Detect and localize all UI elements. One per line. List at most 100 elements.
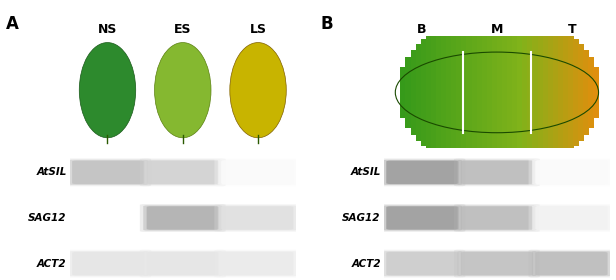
Bar: [410, 50, 416, 135]
Bar: [421, 39, 426, 146]
Bar: [588, 57, 594, 128]
Bar: [436, 28, 442, 157]
Bar: [451, 20, 456, 164]
FancyBboxPatch shape: [535, 206, 607, 230]
Bar: [548, 23, 553, 162]
FancyBboxPatch shape: [140, 204, 225, 232]
Bar: [553, 25, 558, 160]
Bar: [563, 31, 569, 154]
FancyBboxPatch shape: [529, 250, 614, 277]
FancyBboxPatch shape: [214, 250, 300, 277]
FancyBboxPatch shape: [532, 160, 611, 185]
Bar: [466, 15, 472, 169]
FancyBboxPatch shape: [72, 252, 144, 275]
FancyBboxPatch shape: [65, 250, 151, 277]
Bar: [431, 31, 436, 154]
FancyBboxPatch shape: [221, 252, 293, 275]
Bar: [405, 57, 411, 128]
Bar: [558, 28, 564, 157]
FancyBboxPatch shape: [140, 158, 225, 186]
Bar: [512, 13, 517, 172]
Text: T: T: [568, 23, 577, 36]
Text: ACT2: ACT2: [351, 259, 381, 269]
FancyBboxPatch shape: [461, 252, 533, 275]
FancyBboxPatch shape: [147, 252, 219, 275]
FancyBboxPatch shape: [454, 158, 540, 186]
FancyBboxPatch shape: [379, 250, 465, 277]
FancyBboxPatch shape: [532, 251, 611, 276]
FancyBboxPatch shape: [144, 251, 222, 276]
FancyBboxPatch shape: [458, 251, 537, 276]
Text: NS: NS: [98, 23, 117, 36]
Text: ACT2: ACT2: [37, 259, 67, 269]
Text: SAG12: SAG12: [342, 213, 381, 223]
FancyBboxPatch shape: [458, 160, 537, 185]
FancyBboxPatch shape: [147, 161, 219, 184]
Text: B: B: [417, 23, 426, 36]
FancyBboxPatch shape: [221, 206, 293, 230]
FancyBboxPatch shape: [461, 206, 533, 230]
FancyBboxPatch shape: [147, 206, 219, 230]
FancyBboxPatch shape: [379, 204, 465, 232]
FancyBboxPatch shape: [214, 158, 300, 186]
FancyBboxPatch shape: [386, 161, 458, 184]
FancyBboxPatch shape: [529, 158, 614, 186]
FancyBboxPatch shape: [218, 206, 297, 230]
FancyBboxPatch shape: [535, 252, 607, 275]
Bar: [507, 12, 513, 173]
Bar: [461, 17, 467, 168]
FancyBboxPatch shape: [72, 161, 144, 184]
FancyBboxPatch shape: [221, 161, 293, 184]
FancyBboxPatch shape: [69, 251, 148, 276]
Bar: [578, 44, 584, 141]
FancyBboxPatch shape: [529, 204, 614, 232]
FancyBboxPatch shape: [379, 158, 465, 186]
Bar: [538, 18, 543, 166]
FancyBboxPatch shape: [218, 251, 297, 276]
Ellipse shape: [155, 43, 211, 138]
FancyBboxPatch shape: [535, 161, 607, 184]
Bar: [446, 23, 452, 162]
Bar: [573, 39, 578, 146]
Text: AtSIL: AtSIL: [36, 167, 67, 177]
Text: LS: LS: [249, 23, 267, 36]
FancyBboxPatch shape: [458, 206, 537, 230]
Bar: [543, 20, 548, 164]
Bar: [482, 13, 487, 172]
FancyBboxPatch shape: [386, 206, 458, 230]
FancyBboxPatch shape: [144, 206, 222, 230]
Bar: [477, 13, 482, 171]
Bar: [497, 12, 503, 173]
Bar: [532, 17, 538, 168]
Text: SAG12: SAG12: [28, 213, 67, 223]
Bar: [492, 12, 497, 173]
FancyBboxPatch shape: [461, 161, 533, 184]
Bar: [517, 13, 523, 171]
Bar: [400, 67, 406, 118]
FancyBboxPatch shape: [454, 204, 540, 232]
Text: AtSIL: AtSIL: [351, 167, 381, 177]
Ellipse shape: [79, 43, 136, 138]
Bar: [502, 12, 508, 173]
Bar: [487, 12, 492, 173]
Bar: [471, 14, 477, 171]
FancyBboxPatch shape: [218, 160, 297, 185]
FancyBboxPatch shape: [383, 206, 462, 230]
Bar: [456, 18, 462, 166]
FancyBboxPatch shape: [532, 206, 611, 230]
Text: B: B: [320, 15, 333, 33]
Bar: [416, 44, 421, 141]
FancyBboxPatch shape: [144, 160, 222, 185]
FancyBboxPatch shape: [454, 250, 540, 277]
FancyBboxPatch shape: [386, 252, 458, 275]
FancyBboxPatch shape: [383, 160, 462, 185]
FancyBboxPatch shape: [383, 251, 462, 276]
FancyBboxPatch shape: [214, 204, 300, 232]
FancyBboxPatch shape: [65, 158, 151, 186]
Bar: [522, 14, 528, 171]
Bar: [441, 25, 447, 160]
Text: M: M: [491, 23, 503, 36]
Bar: [527, 15, 533, 169]
Ellipse shape: [230, 43, 286, 138]
Bar: [593, 67, 599, 118]
